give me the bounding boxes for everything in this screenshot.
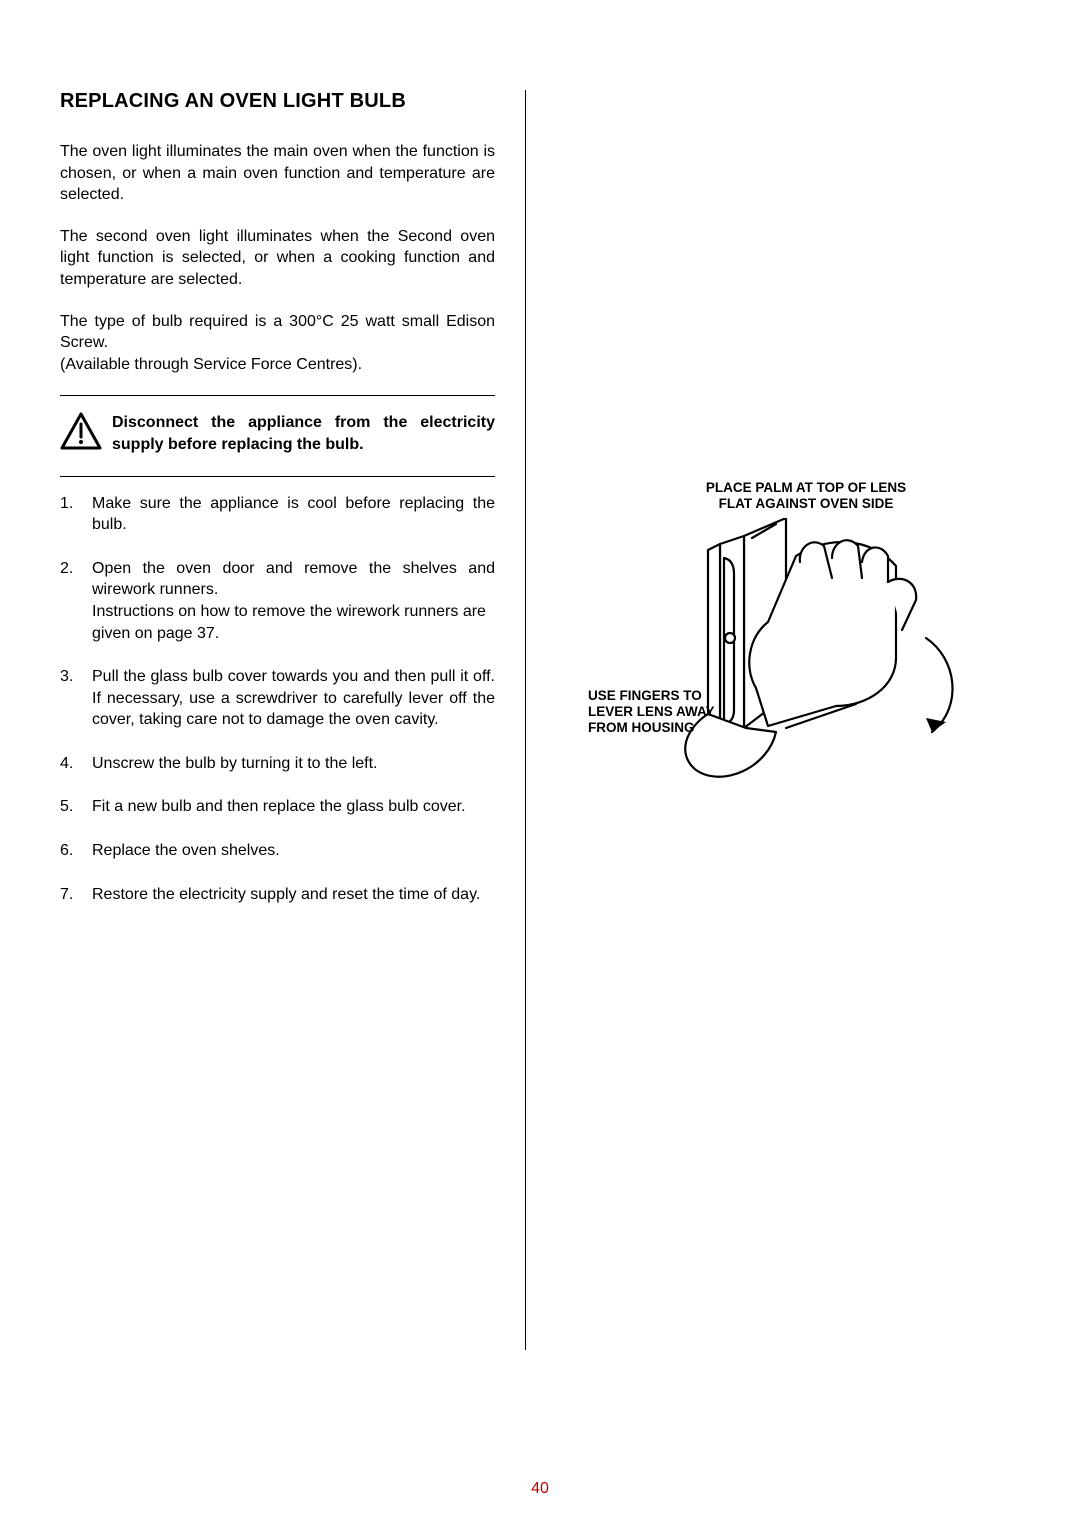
step-5: Fit a new bulb and then replace the glas… [60, 796, 495, 818]
step-3: Pull the glass bulb cover towards you an… [60, 666, 495, 731]
caption-line: PLACE PALM AT TOP OF LENS [706, 480, 906, 495]
page-number: 40 [0, 1480, 1080, 1498]
step-6: Replace the oven shelves. [60, 840, 495, 862]
steps-list: Make sure the appliance is cool before r… [60, 493, 495, 906]
bulb-spec-line2: (Available through Service Force Centres… [60, 356, 362, 373]
left-column: REPLACING AN OVEN LIGHT BULB The oven li… [60, 90, 525, 1350]
bulb-spec-line1: The type of bulb required is a 300°C 25 … [60, 311, 495, 354]
step-7: Restore the electricity supply and reset… [60, 884, 495, 906]
warning-block: Disconnect the appliance from the electr… [60, 412, 495, 455]
intro-paragraph-2: The second oven light illuminates when t… [60, 226, 495, 291]
divider-bottom [60, 476, 495, 477]
right-column: PLACE PALM AT TOP OF LENS FLAT AGAINST O… [525, 90, 1020, 1350]
diagram-caption-top: PLACE PALM AT TOP OF LENS FLAT AGAINST O… [626, 480, 986, 512]
step-subtext: Instructions on how to remove the wirewo… [92, 601, 495, 644]
two-column-layout: REPLACING AN OVEN LIGHT BULB The oven li… [60, 90, 1020, 1350]
step-1: Make sure the appliance is cool before r… [60, 493, 495, 536]
step-text: Fit a new bulb and then replace the glas… [92, 798, 466, 815]
warning-triangle-icon [60, 412, 102, 450]
caption-line: LEVER LENS AWAY [588, 704, 715, 719]
intro-paragraph-1: The oven light illuminates the main oven… [60, 141, 495, 206]
step-text: Open the oven door and remove the shelve… [92, 560, 495, 599]
step-text: Pull the glass bulb cover towards you an… [92, 668, 495, 728]
caption-line: USE FINGERS TO [588, 688, 702, 703]
step-text: Restore the electricity supply and reset… [92, 886, 480, 903]
manual-page: REPLACING AN OVEN LIGHT BULB The oven li… [0, 0, 1080, 1528]
step-text: Unscrew the bulb by turning it to the le… [92, 755, 377, 772]
divider-top [60, 395, 495, 396]
caption-line: FLAT AGAINST OVEN SIDE [719, 496, 894, 511]
step-text: Replace the oven shelves. [92, 842, 280, 859]
caption-line: FROM HOUSING [588, 720, 695, 735]
lens-removal-diagram: PLACE PALM AT TOP OF LENS FLAT AGAINST O… [626, 480, 986, 823]
step-4: Unscrew the bulb by turning it to the le… [60, 753, 495, 775]
diagram-caption-side: USE FINGERS TO LEVER LENS AWAY FROM HOUS… [588, 688, 758, 737]
step-text: Make sure the appliance is cool before r… [92, 495, 495, 534]
step-2: Open the oven door and remove the shelve… [60, 558, 495, 644]
bulb-spec-paragraph: The type of bulb required is a 300°C 25 … [60, 311, 495, 376]
lens-diagram-svg [626, 518, 986, 818]
section-heading: REPLACING AN OVEN LIGHT BULB [60, 90, 495, 113]
warning-text: Disconnect the appliance from the electr… [112, 412, 495, 455]
